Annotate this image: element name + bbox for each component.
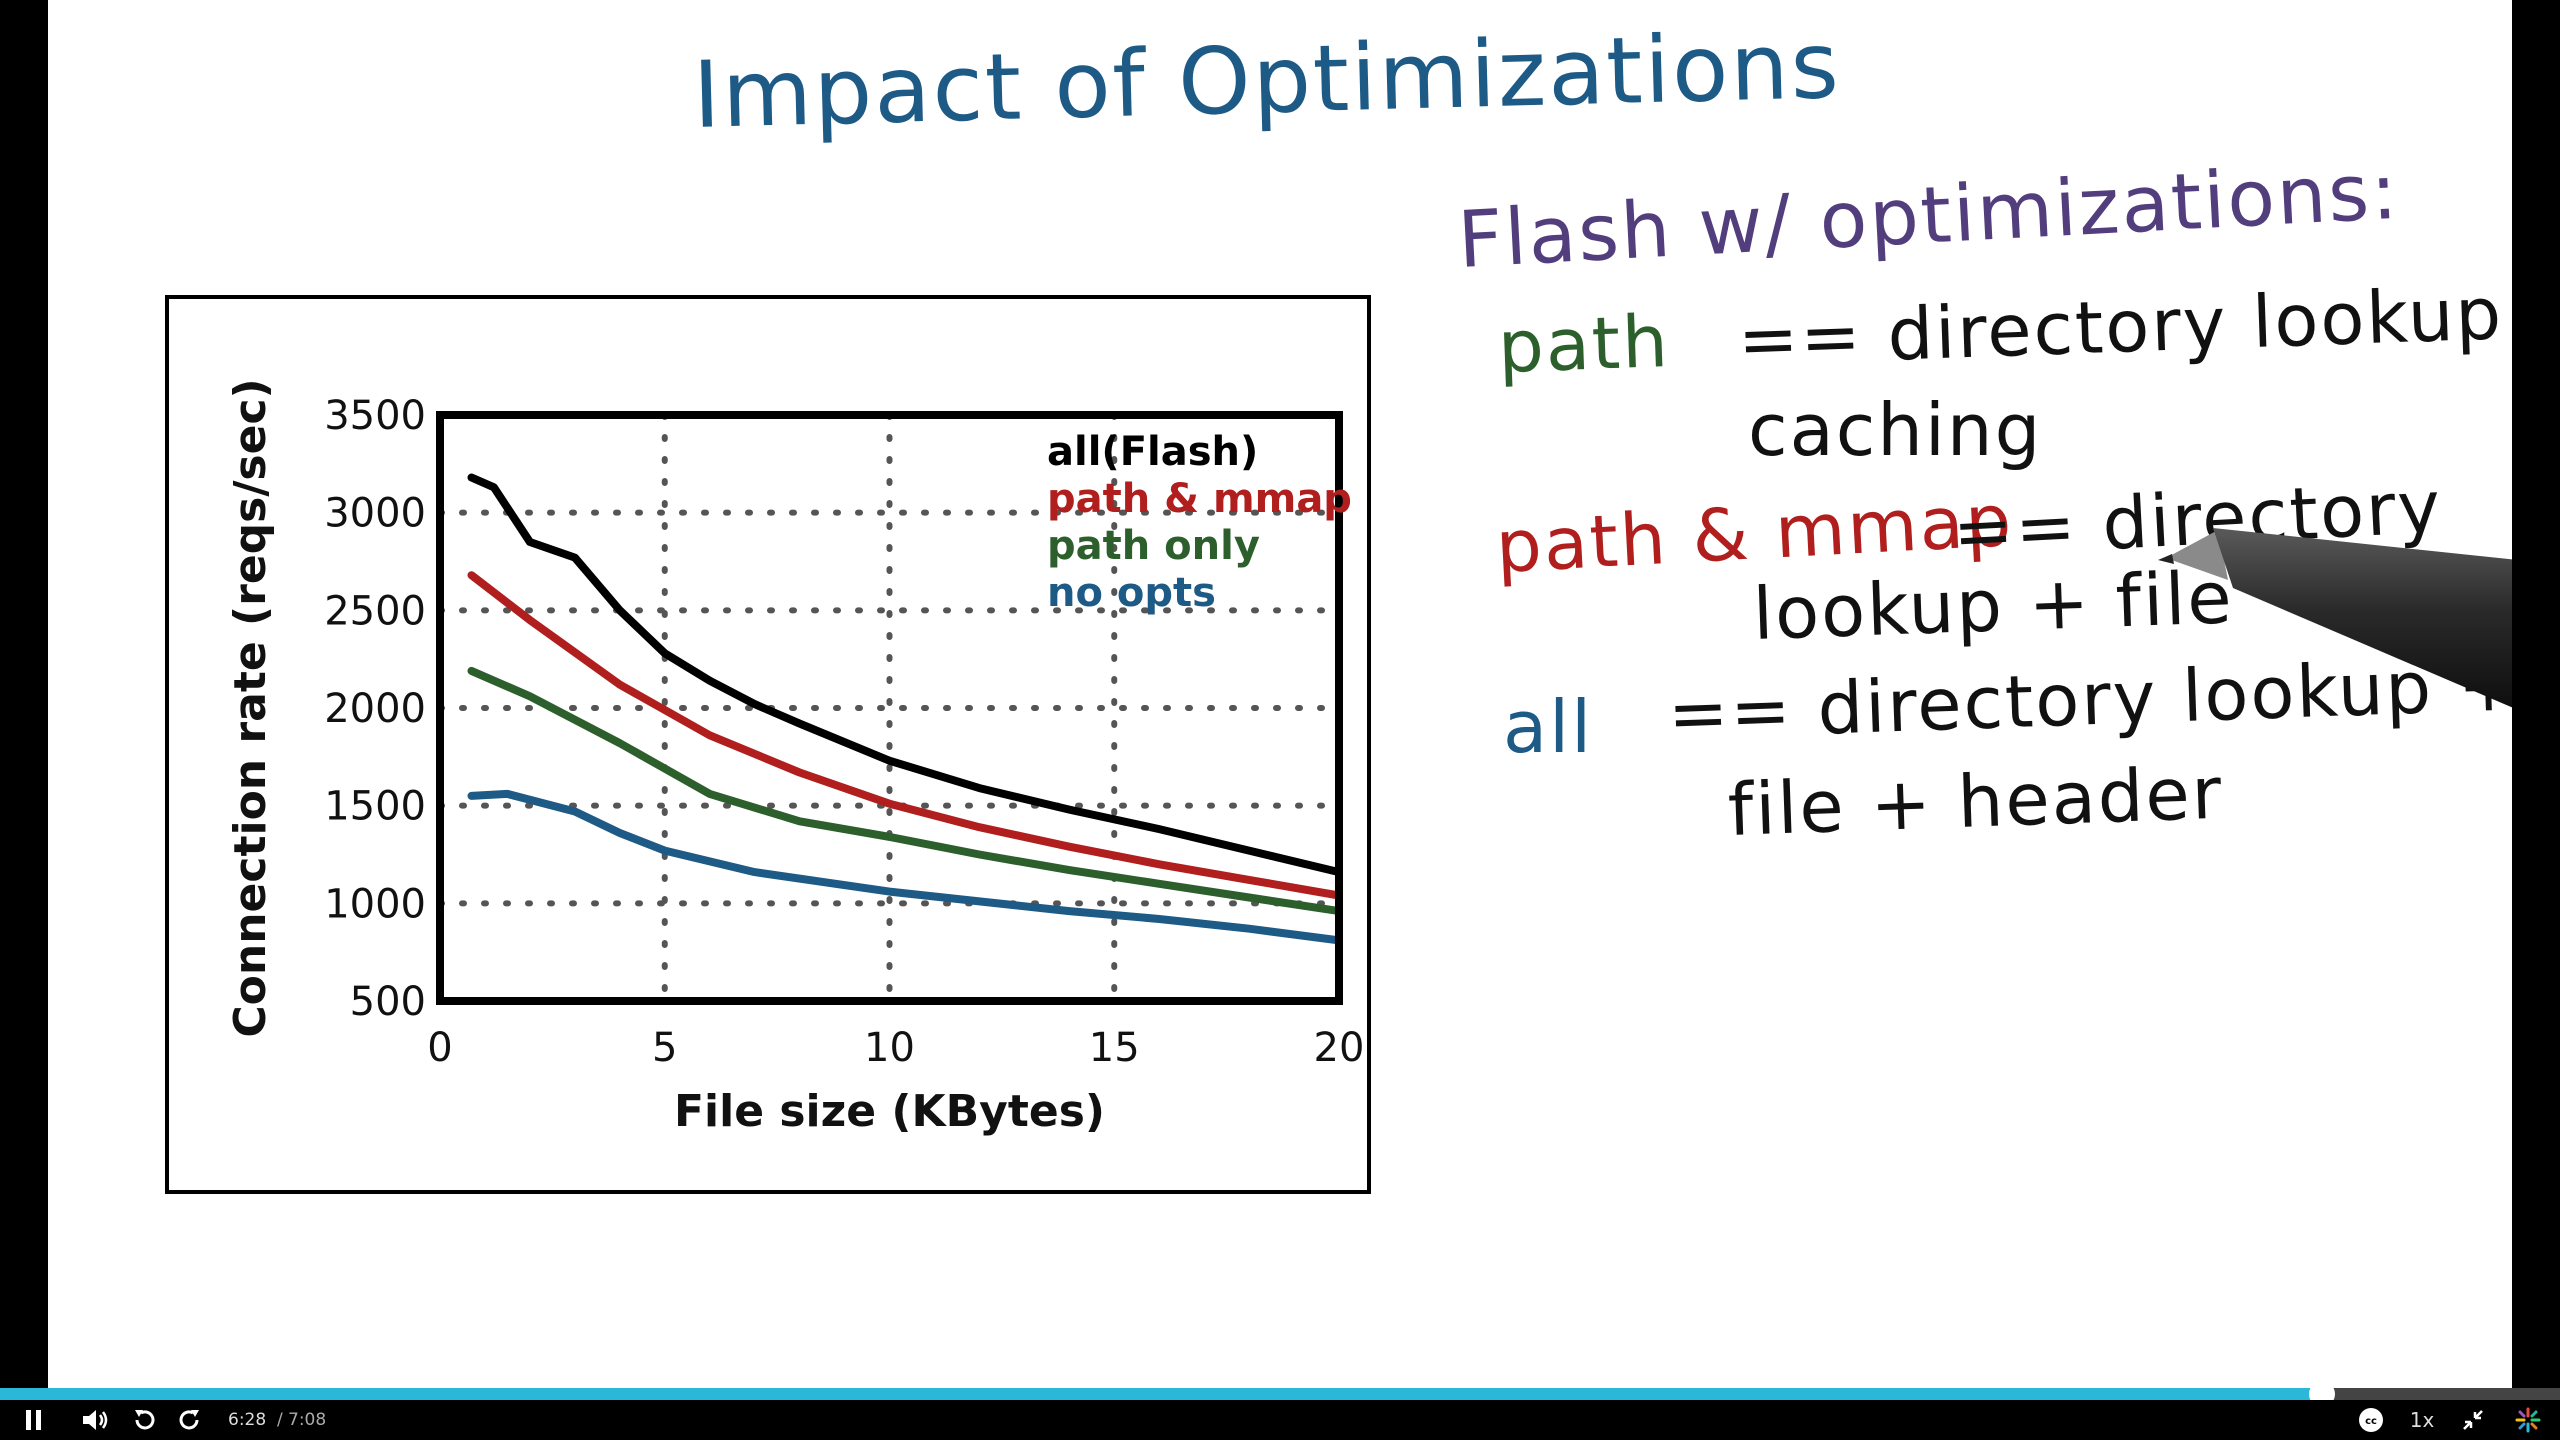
note-path-key: path (1496, 299, 1672, 389)
legend-entry: all(Flash) (1047, 429, 1258, 475)
note-path-desc-cont: caching (1748, 388, 2043, 472)
total-time: 7:08 (288, 1410, 327, 1430)
legend-entry: no opts (1047, 570, 1216, 616)
slide-title: Impact of Optimizations (691, 11, 1842, 149)
control-bar: 6:28 / 7:08 cc 1x (0, 1400, 2560, 1440)
series-line (467, 666, 1343, 916)
legend-entry: path & mmap (1047, 476, 1352, 522)
x-tick-label: 20 (1314, 1025, 1365, 1071)
chart-svg: 0 5 10 15 20 500 1000 1500 2000 2500 3000 3500 File … (225, 378, 1365, 1137)
x-tick-label: 5 (652, 1025, 677, 1071)
series-line (467, 789, 1343, 945)
series-line (467, 473, 1343, 877)
note-all-desc-cont: file + header (1726, 750, 2225, 852)
logo-button[interactable] (2510, 1400, 2546, 1440)
time-separator: / (277, 1410, 283, 1430)
exit-fullscreen-button[interactable] (2456, 1400, 2490, 1440)
pause-button[interactable] (20, 1400, 48, 1440)
progress-fill (0, 1388, 2322, 1400)
forward-button[interactable] (174, 1400, 206, 1440)
rewind-icon (135, 1410, 155, 1430)
captions-icon: cc (2359, 1408, 2383, 1432)
chart-box: 0 5 10 15 20 500 1000 1500 2000 2500 3000 3500 File … (165, 295, 1371, 1194)
progress-bar[interactable] (0, 1381, 2560, 1407)
volume-icon (83, 1410, 108, 1430)
y-tick-label: 2500 (324, 588, 426, 634)
y-tick-label: 3500 (324, 393, 426, 439)
logo-icon (2515, 1407, 2541, 1433)
x-axis-label: File size (KBytes) (674, 1086, 1105, 1137)
y-axis-label: Connection rate (reqs/sec) (225, 378, 276, 1037)
y-tick-label: 3000 (324, 491, 426, 537)
x-tick-label: 10 (864, 1025, 915, 1071)
forward-icon (179, 1410, 199, 1430)
y-tick-label: 1500 (324, 784, 426, 830)
video-frame[interactable]: Impact of Optimizations 0 5 10 15 20 500 1000 1… (48, 0, 2512, 1388)
notes-heading: Flash w/ optimizations: (1455, 146, 2402, 286)
series-line (467, 571, 1343, 900)
rewind-button[interactable] (128, 1400, 160, 1440)
svg-text:cc: cc (2365, 1416, 2377, 1427)
y-tick-label: 2000 (324, 686, 426, 732)
plot-frame (436, 411, 1343, 1005)
exit-fullscreen-icon (2463, 1410, 2483, 1430)
pen-icon (2158, 528, 2512, 708)
y-tick-label: 500 (350, 979, 426, 1025)
current-time: 6:28 (228, 1410, 267, 1430)
x-tick-label: 15 (1089, 1025, 1140, 1071)
note-all-key: all (1503, 685, 1594, 769)
legend-entry: path only (1047, 523, 1260, 569)
x-tick-label: 0 (427, 1025, 452, 1071)
note-path-desc: == directory lookup (1736, 271, 2505, 382)
speed-button[interactable]: 1x (2409, 1408, 2435, 1432)
y-tick-label: 1000 (324, 881, 426, 927)
captions-button[interactable]: cc (2354, 1400, 2388, 1440)
pause-icon (26, 1410, 41, 1430)
volume-button[interactable] (80, 1400, 112, 1440)
